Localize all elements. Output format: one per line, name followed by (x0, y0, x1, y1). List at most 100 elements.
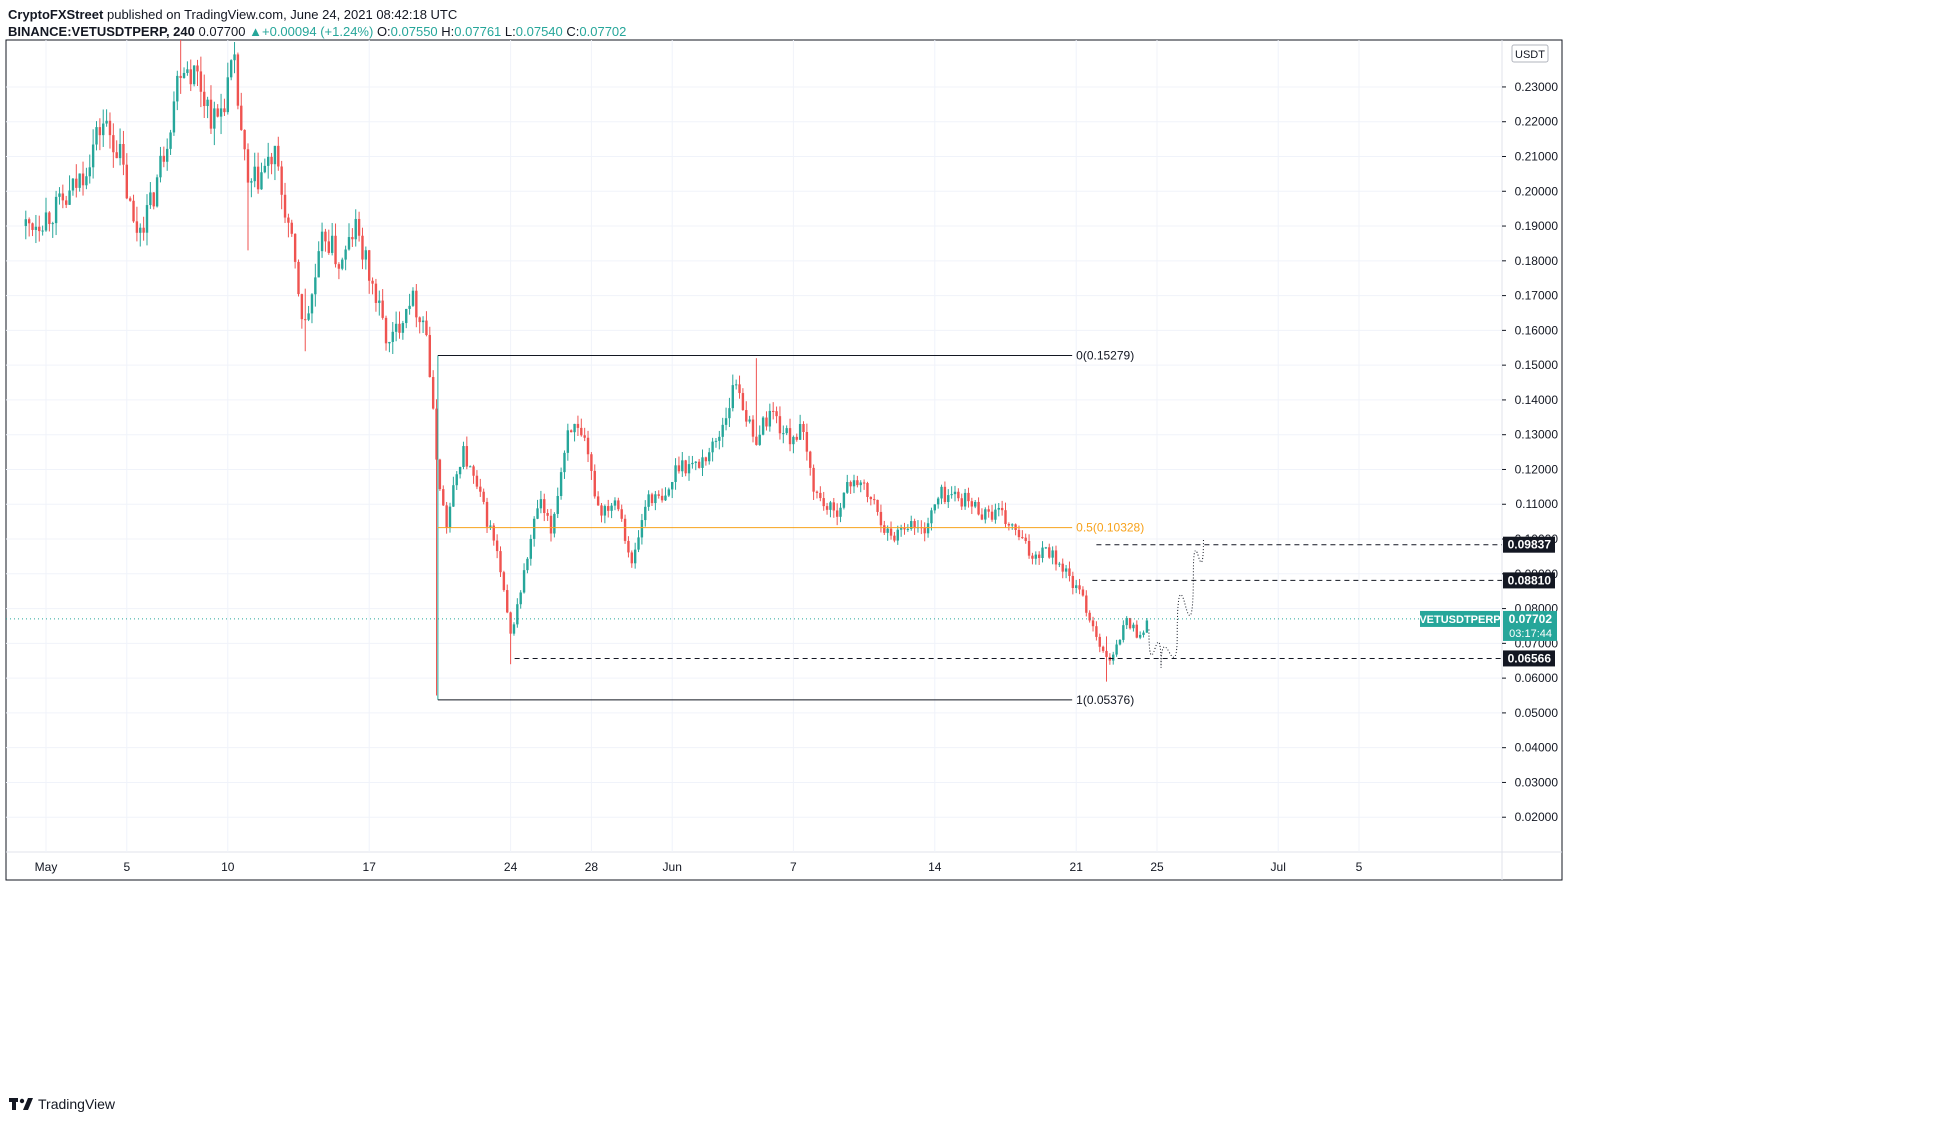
candle (674, 458, 677, 490)
candle-body (869, 496, 873, 500)
candle (1024, 533, 1027, 544)
y-tick-label: 0.12000 (1515, 462, 1559, 476)
footer-brand[interactable]: TradingView (8, 1096, 115, 1112)
candle-body (694, 461, 697, 463)
candle-body (431, 377, 435, 409)
candle (112, 123, 115, 168)
candle (223, 98, 226, 117)
candle-body (970, 501, 974, 507)
candle-body (526, 558, 529, 571)
candle-body (617, 500, 620, 510)
up-arrow-icon: ▲ (249, 24, 262, 39)
candle-body (226, 77, 229, 113)
candle (889, 521, 893, 540)
candle-body (54, 196, 58, 224)
candle-body (102, 123, 105, 136)
candle-body (112, 135, 115, 153)
candle-body (88, 167, 91, 177)
candle (798, 414, 802, 441)
candle (1132, 622, 1135, 632)
candle (657, 490, 660, 499)
candle (307, 305, 310, 322)
candle-body (856, 480, 859, 486)
y-tick-label: 0.17000 (1515, 289, 1559, 303)
candle-body (411, 290, 415, 306)
candle (240, 92, 243, 131)
time-axis[interactable]: May 5 10 17 24 28 Jun 7 14 21 25 Jul 5 (35, 860, 1363, 874)
candle (596, 491, 600, 506)
candle (580, 418, 583, 437)
candle-body (246, 149, 250, 183)
candle-body (1027, 540, 1031, 556)
candle (489, 520, 492, 531)
candle (297, 259, 300, 297)
publish-line: CryptoFXStreet published on TradingView.… (8, 6, 626, 23)
candle (782, 425, 785, 444)
candle (644, 500, 647, 527)
candle-body (967, 492, 970, 502)
candle-body (570, 430, 573, 433)
candle-body (1101, 646, 1105, 651)
footer-brand-text: TradingView (38, 1096, 116, 1112)
candle (388, 341, 391, 353)
candle-body (957, 491, 960, 499)
candle (394, 311, 398, 342)
candle (623, 514, 627, 544)
candle-body (378, 300, 381, 303)
candle-body (1135, 624, 1138, 638)
candle-body (681, 460, 684, 472)
candle-body (714, 440, 718, 442)
candle-body (620, 509, 623, 519)
candle (256, 152, 260, 194)
candle-body (1021, 537, 1024, 539)
candle-body (347, 237, 351, 250)
candle (849, 480, 852, 494)
candle (398, 311, 401, 339)
candle (263, 158, 267, 174)
candle (1105, 636, 1108, 682)
candle (108, 112, 112, 149)
last-price-tag (1503, 610, 1557, 641)
candle-body (802, 424, 805, 432)
candle-body (192, 65, 196, 85)
candle (300, 293, 304, 329)
candle (532, 516, 536, 547)
candle-body (835, 510, 839, 517)
candle-body (509, 612, 512, 634)
close-label: C: (566, 24, 580, 39)
candle (654, 490, 657, 511)
price-axis[interactable]: 0.23000 0.22000 0.21000 0.20000 0.19000 0.180… (1502, 44, 1559, 824)
y-tick-label: 0.05000 (1515, 706, 1559, 720)
candle (842, 492, 846, 510)
candle-body (788, 428, 792, 445)
candle (1115, 639, 1118, 657)
candle (482, 488, 485, 505)
candle (142, 216, 145, 241)
candle-body (186, 69, 189, 73)
candle-body (489, 525, 492, 527)
publisher-name[interactable]: CryptoFXStreet (8, 7, 104, 22)
candle (1051, 546, 1054, 565)
candle (549, 508, 553, 542)
candle-body (677, 465, 681, 472)
candle (923, 522, 926, 542)
candle (499, 546, 502, 577)
candle-body (216, 108, 219, 117)
candle (122, 130, 125, 176)
candle-body (78, 173, 81, 188)
candle-body (1061, 563, 1064, 572)
candle-body (613, 500, 617, 506)
candle (1125, 616, 1128, 630)
candle (172, 91, 176, 136)
candle (85, 167, 88, 190)
candle-body (879, 511, 883, 526)
candle (149, 182, 152, 209)
candle-body (115, 152, 118, 159)
candle (516, 598, 519, 628)
symbol-label[interactable]: BINANCE:VETUSDTPERP, 240 (8, 24, 195, 39)
candle-body (910, 521, 913, 529)
candle-body (34, 226, 38, 230)
candle (374, 278, 378, 312)
candle (977, 497, 980, 516)
